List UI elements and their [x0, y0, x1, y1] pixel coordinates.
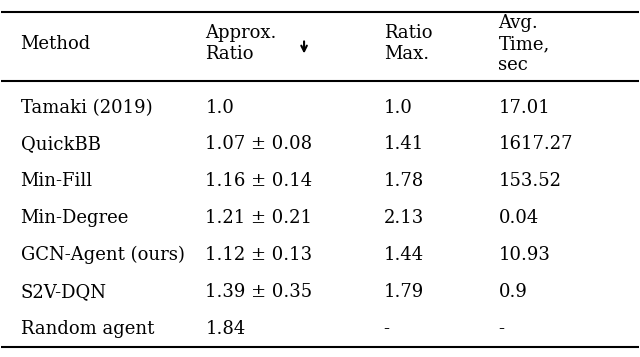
Text: 1.41: 1.41: [384, 136, 424, 154]
Text: 1.78: 1.78: [384, 172, 424, 190]
Text: Ratio
Max.: Ratio Max.: [384, 25, 432, 63]
Text: 1.0: 1.0: [205, 99, 234, 117]
Text: 1.21 ± 0.21: 1.21 ± 0.21: [205, 209, 312, 227]
Text: 1.39 ± 0.35: 1.39 ± 0.35: [205, 283, 312, 301]
Text: 1.12 ± 0.13: 1.12 ± 0.13: [205, 246, 312, 264]
Text: GCN-Agent (ours): GCN-Agent (ours): [20, 246, 184, 264]
Text: 1.84: 1.84: [205, 320, 246, 338]
Text: 0.04: 0.04: [499, 209, 539, 227]
Text: -: -: [384, 320, 390, 338]
Text: Tamaki (2019): Tamaki (2019): [20, 99, 152, 117]
Text: Method: Method: [20, 35, 91, 53]
Text: Min-Degree: Min-Degree: [20, 209, 129, 227]
Text: 2.13: 2.13: [384, 209, 424, 227]
Text: 17.01: 17.01: [499, 99, 550, 117]
Text: 1.79: 1.79: [384, 283, 424, 301]
Text: S2V-DQN: S2V-DQN: [20, 283, 106, 301]
Text: Avg.
Time,
sec: Avg. Time, sec: [499, 14, 550, 74]
Text: 1617.27: 1617.27: [499, 136, 573, 154]
Text: 1.44: 1.44: [384, 246, 424, 264]
Text: QuickBB: QuickBB: [20, 136, 100, 154]
Text: -: -: [499, 320, 504, 338]
Text: Random agent: Random agent: [20, 320, 154, 338]
Text: Min-Fill: Min-Fill: [20, 172, 93, 190]
Text: 1.16 ± 0.14: 1.16 ± 0.14: [205, 172, 312, 190]
Text: 1.07 ± 0.08: 1.07 ± 0.08: [205, 136, 312, 154]
Text: 153.52: 153.52: [499, 172, 561, 190]
Text: 0.9: 0.9: [499, 283, 527, 301]
Text: 10.93: 10.93: [499, 246, 550, 264]
Text: Approx.
Ratio: Approx. Ratio: [205, 25, 276, 63]
Text: 1.0: 1.0: [384, 99, 413, 117]
